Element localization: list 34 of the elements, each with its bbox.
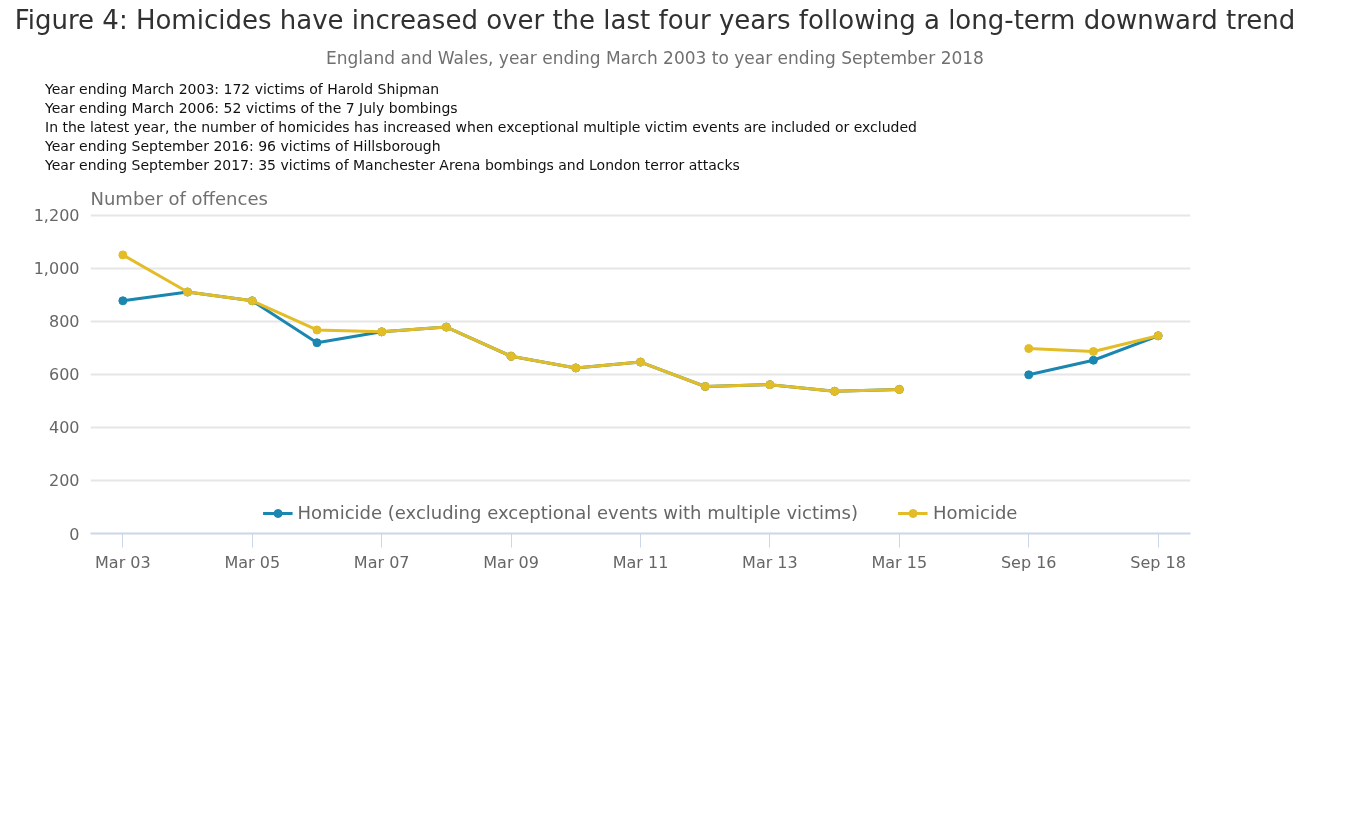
text: Year ending September 2017: 35 victims of Manchester Arena bombings and London terror attacks [45,157,740,174]
x-tick-label: Sep 16 [1000,552,1057,572]
point [1088,347,1098,357]
text: Year ending March 2006: 52 victims of the 7 July bombings [45,100,458,117]
x-tick-label: Mar 09 [483,552,539,572]
y-tick-label: 0 [69,524,80,544]
y-tick-label: 600 [48,365,80,385]
chart-subtitle: England and Wales, year ending March 2003 to year ending September 2018 [325,47,985,71]
y-tick-label: 1,200 [33,206,80,226]
y-tick-label: 200 [48,471,80,491]
y-tick-label: 800 [48,312,80,332]
text: In the latest year, the number of homicides has increased when exceptional multiple victim events are included or excluded [45,119,917,136]
x-tick-label: Mar 03 [95,552,151,572]
x-tick-label: Mar 13 [742,552,798,572]
x-tick-label: Mar 15 [871,552,928,572]
point [118,296,128,306]
x-tick-label: Sep 18 [1130,552,1186,572]
text: Year ending March 2003: 172 victims of Harold Shipman [45,81,440,98]
x-tick-label: Mar 05 [224,552,281,572]
point [1024,370,1034,380]
y-tick-label: 1,000 [33,259,80,279]
y-tick-label: 400 [48,418,80,438]
text: Year ending September 2016: 96 victims of Hillsborough [45,138,441,155]
x-tick-label: Mar 07 [353,552,410,572]
point [1024,344,1034,354]
point [1088,355,1098,365]
point [312,325,322,335]
point [312,338,322,348]
legend-label: Homicide [932,502,1018,524]
point [118,250,128,260]
x-tick-label: Mar 11 [612,552,669,572]
chart-title: Figure 4: Homicides have increased over the last four years following a long-term downward trend [13,5,1297,37]
y-axis-title: Number of offences [90,187,268,209]
legend-label: Homicide (excluding exceptional events with multiple victims) [297,502,858,524]
